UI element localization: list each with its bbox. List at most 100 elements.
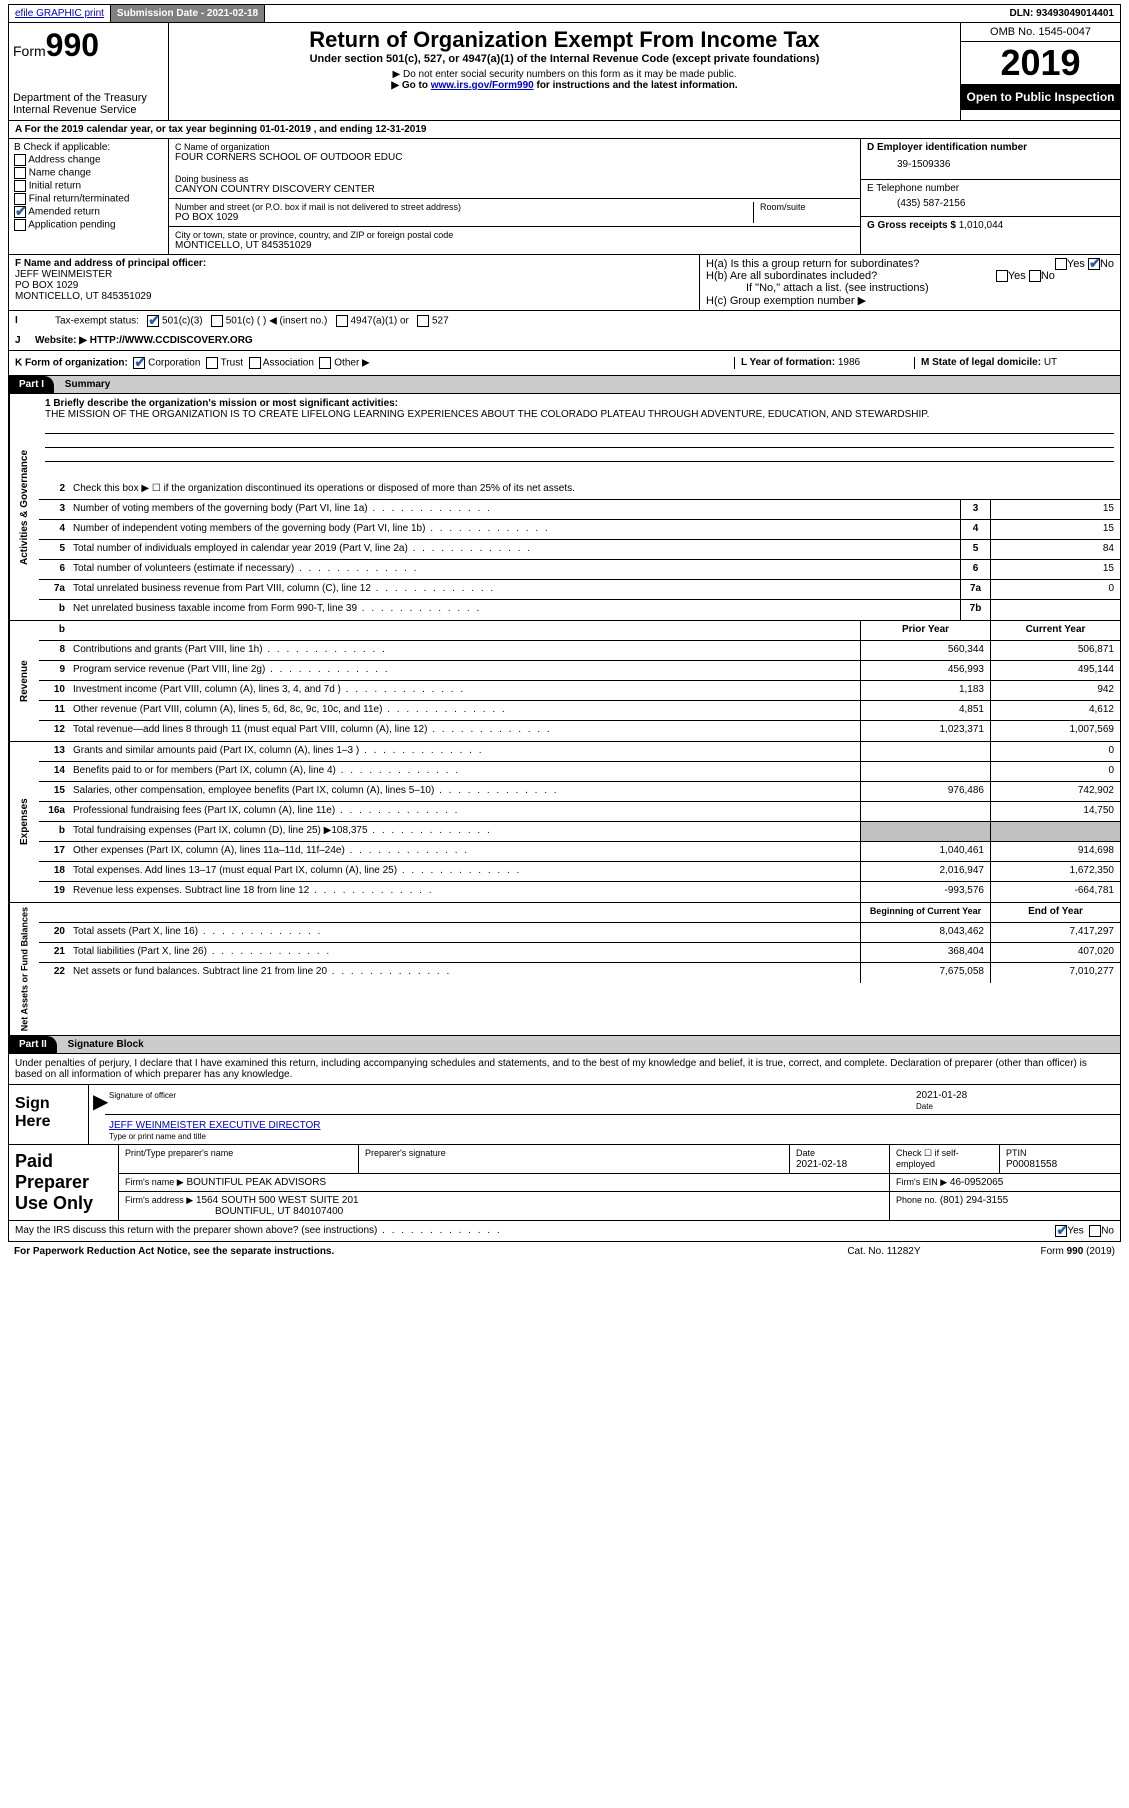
- form-word: Form: [13, 43, 46, 59]
- revenue-section: Revenue b Prior Year Current Year 8Contr…: [8, 621, 1121, 742]
- side-expenses: Expenses: [9, 742, 39, 902]
- paperwork-notice: For Paperwork Reduction Act Notice, see …: [14, 1246, 847, 1257]
- governance-section: Activities & Governance 1 Briefly descri…: [8, 394, 1121, 621]
- form-footer: Form 990 (2019): [1041, 1246, 1115, 1257]
- open-to-public: Open to Public Inspection: [961, 84, 1120, 110]
- prep-date: 2021-02-18: [796, 1159, 847, 1170]
- table-row: 10Investment income (Part VIII, column (…: [39, 681, 1120, 701]
- firm-addr2: BOUNTIFUL, UT 840107400: [215, 1206, 343, 1217]
- table-row: 15Salaries, other compensation, employee…: [39, 782, 1120, 802]
- dba-label: Doing business as: [175, 174, 854, 184]
- table-row: 17Other expenses (Part IX, column (A), l…: [39, 842, 1120, 862]
- tel-label: E Telephone number: [867, 183, 1114, 194]
- table-row: 13Grants and similar amounts paid (Part …: [39, 742, 1120, 762]
- paid-preparer-label: Paid Preparer Use Only: [9, 1145, 119, 1220]
- mission-label: 1 Briefly describe the organization's mi…: [45, 398, 398, 409]
- discuss-yes[interactable]: [1055, 1225, 1067, 1237]
- row-k: K Form of organization: Corporation Trus…: [8, 351, 1121, 376]
- org-name: FOUR CORNERS SCHOOL OF OUTDOOR EDUC: [175, 152, 854, 163]
- firm-phone: (801) 294-3155: [940, 1195, 1008, 1206]
- col-b-label: B Check if applicable:: [14, 142, 163, 153]
- tel-value: (435) 587-2156: [867, 194, 1114, 213]
- ha-no-checkbox[interactable]: [1088, 258, 1100, 270]
- form-title: Return of Organization Exempt From Incom…: [173, 27, 956, 53]
- form-note-2: ▶ Go to www.irs.gov/Form990 for instruct…: [173, 80, 956, 91]
- table-row: 21Total liabilities (Part X, line 26)368…: [39, 943, 1120, 963]
- dln: DLN: 93493049014401: [1003, 5, 1120, 22]
- gross-label: G Gross receipts $: [867, 220, 959, 231]
- footer: For Paperwork Reduction Act Notice, see …: [8, 1242, 1121, 1261]
- officer-name: JEFF WEINMEISTER: [15, 269, 693, 280]
- side-governance: Activities & Governance: [9, 394, 39, 620]
- year-formation: 1986: [838, 357, 860, 368]
- table-row: 19Revenue less expenses. Subtract line 1…: [39, 882, 1120, 902]
- form-header: Form990 Department of the Treasury Inter…: [8, 23, 1121, 121]
- corp-checkbox[interactable]: [133, 357, 145, 369]
- addr-label: Number and street (or P.O. box if mail i…: [175, 202, 747, 212]
- table-row: 14Benefits paid to or for members (Part …: [39, 762, 1120, 782]
- side-netassets: Net Assets or Fund Balances: [9, 903, 39, 1035]
- hb-label: H(b) Are all subordinates included?: [706, 270, 877, 282]
- table-row: 22Net assets or fund balances. Subtract …: [39, 963, 1120, 983]
- form-subtitle: Under section 501(c), 527, or 4947(a)(1)…: [173, 53, 956, 65]
- table-row: bTotal fundraising expenses (Part IX, co…: [39, 822, 1120, 842]
- ein-label: D Employer identification number: [867, 142, 1027, 153]
- website-value: Website: ▶ HTTP://WWW.CCDISCOVERY.ORG: [35, 335, 253, 346]
- irs-link[interactable]: www.irs.gov/Form990: [431, 80, 534, 91]
- dba-name: CANYON COUNTRY DISCOVERY CENTER: [175, 184, 854, 195]
- dept-treasury: Department of the Treasury Internal Reve…: [13, 92, 164, 116]
- efile-link[interactable]: efile GRAPHIC print: [9, 5, 111, 22]
- signature-block: Under penalties of perjury, I declare th…: [8, 1054, 1121, 1242]
- ha-label: H(a) Is this a group return for subordin…: [706, 258, 919, 270]
- submission-date: Submission Date - 2021-02-18: [111, 5, 265, 22]
- sign-here-label: Sign Here: [9, 1085, 89, 1144]
- part-1-header: Part I Summary: [8, 376, 1121, 394]
- table-row: 9Program service revenue (Part VIII, lin…: [39, 661, 1120, 681]
- form-number: 990: [46, 27, 99, 63]
- netassets-section: Net Assets or Fund Balances Beginning of…: [8, 903, 1121, 1036]
- row-j-website: J Website: ▶ HTTP://WWW.CCDISCOVERY.ORG: [8, 331, 1121, 351]
- mission-text: THE MISSION OF THE ORGANIZATION IS TO CR…: [45, 409, 1114, 420]
- discuss-question: May the IRS discuss this return with the…: [15, 1225, 964, 1237]
- table-row: 12Total revenue—add lines 8 through 11 (…: [39, 721, 1120, 741]
- expenses-section: Expenses 13Grants and similar amounts pa…: [8, 742, 1121, 903]
- row-a-period: A For the 2019 calendar year, or tax yea…: [8, 121, 1121, 139]
- form-note-1: ▶ Do not enter social security numbers o…: [173, 69, 956, 80]
- part-2-header: Part II Signature Block: [8, 1036, 1121, 1054]
- officer-label: F Name and address of principal officer:: [15, 258, 206, 269]
- tax-year: 2019: [961, 42, 1120, 84]
- gross-value: 1,010,044: [959, 220, 1004, 231]
- side-revenue: Revenue: [9, 621, 39, 741]
- table-row: 16aProfessional fundraising fees (Part I…: [39, 802, 1120, 822]
- state-domicile: UT: [1044, 357, 1057, 368]
- hb-note: If "No," attach a list. (see instruction…: [706, 282, 1114, 294]
- sig-date: 2021-01-28: [916, 1090, 967, 1101]
- firm-ein: 46-0952065: [950, 1177, 1003, 1188]
- hc-label: H(c) Group exemption number ▶: [706, 294, 1114, 307]
- city-label: City or town, state or province, country…: [175, 230, 854, 240]
- topbar: efile GRAPHIC print Submission Date - 20…: [8, 4, 1121, 23]
- table-row: 20Total assets (Part X, line 16)8,043,46…: [39, 923, 1120, 943]
- ptin: P00081558: [1006, 1159, 1057, 1170]
- name-label: C Name of organization: [175, 142, 854, 152]
- org-address: PO BOX 1029: [175, 212, 747, 223]
- officer-name-title[interactable]: JEFF WEINMEISTER EXECUTIVE DIRECTOR: [109, 1120, 321, 1131]
- firm-name: BOUNTIFUL PEAK ADVISORS: [186, 1177, 326, 1188]
- ein-value: 39-1509336: [867, 153, 1114, 176]
- section-b-c-d: B Check if applicable: Address change Na…: [8, 139, 1121, 255]
- room-suite-label: Room/suite: [754, 202, 854, 223]
- table-row: 8Contributions and grants (Part VIII, li…: [39, 641, 1120, 661]
- row-f-h: F Name and address of principal officer:…: [8, 255, 1121, 311]
- firm-addr1: 1564 SOUTH 500 WEST SUITE 201: [196, 1195, 359, 1206]
- officer-addr1: PO BOX 1029: [15, 280, 693, 291]
- officer-addr2: MONTICELLO, UT 845351029: [15, 291, 693, 302]
- table-row: 18Total expenses. Add lines 13–17 (must …: [39, 862, 1120, 882]
- sig-declaration: Under penalties of perjury, I declare th…: [9, 1054, 1120, 1084]
- row-i-tax-status: I Tax-exempt status: 501(c)(3) 501(c) ( …: [8, 311, 1121, 331]
- org-city: MONTICELLO, UT 845351029: [175, 240, 854, 251]
- cat-no: Cat. No. 11282Y: [847, 1246, 920, 1257]
- omb-number: OMB No. 1545-0047: [961, 23, 1120, 42]
- amended-return-checkbox[interactable]: [14, 206, 26, 218]
- 501c3-checkbox[interactable]: [147, 315, 159, 327]
- table-row: 11Other revenue (Part VIII, column (A), …: [39, 701, 1120, 721]
